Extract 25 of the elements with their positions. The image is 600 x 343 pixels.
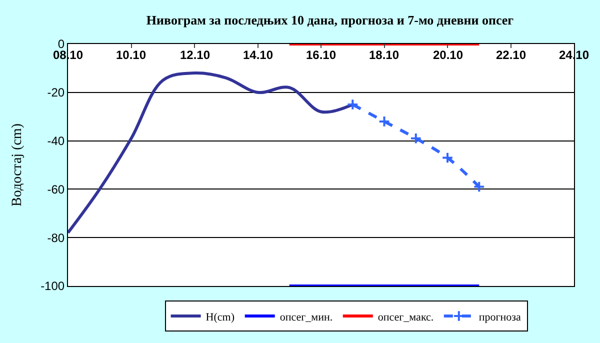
x-tick-label: 12.10 — [180, 48, 210, 62]
y-tick-label: -80 — [47, 230, 65, 245]
point — [346, 98, 359, 110]
y-tick-label: -20 — [47, 86, 65, 100]
y-tick-label: -100 — [40, 279, 65, 294]
x-tick-label: 14.10 — [243, 48, 274, 62]
y-axis-title: Водостај (cm) — [10, 123, 26, 206]
legend-label: прогноза — [478, 311, 522, 324]
x-tick-label: 22.10 — [496, 48, 526, 62]
point — [410, 132, 422, 144]
line-series — [68, 72, 354, 234]
legend-label: опсег_мин. — [280, 311, 333, 324]
point — [473, 180, 486, 193]
x-tick-label: 16.10 — [306, 48, 336, 62]
point — [378, 116, 390, 128]
y-tick-label: -60 — [47, 182, 65, 196]
chart-title: Нивограм за последњих 10 дана, прогноза и 7-мо дневни опсег — [146, 12, 514, 28]
legend-label: опсег_макс. — [378, 311, 434, 324]
y-tick-label: 0 — [58, 37, 65, 52]
x-tick-label: 20.10 — [433, 48, 464, 62]
legend-label: H(cm) — [206, 311, 235, 324]
x-tick-label: 10.10 — [116, 48, 146, 62]
point — [442, 152, 454, 164]
y-tick-label: -40 — [47, 134, 65, 148]
x-tick-label: 18.10 — [369, 48, 400, 62]
